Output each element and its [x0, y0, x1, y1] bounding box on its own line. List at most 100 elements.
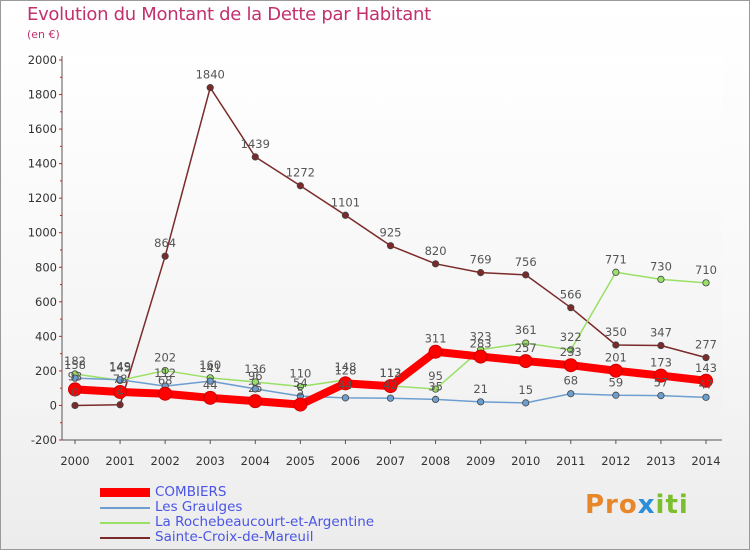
- y-tick-label: 200: [35, 364, 57, 378]
- data-label-les-graulges-2000: 158: [64, 358, 86, 372]
- y-tick-label: 2000: [28, 53, 57, 67]
- data-label-les-graulges-2013: 57: [654, 376, 669, 390]
- point-combiers-2005: [293, 397, 308, 412]
- y-tick-label: -200: [31, 433, 57, 447]
- x-tick-label: 2011: [556, 454, 585, 468]
- x-tick-label: 2000: [60, 454, 89, 468]
- y-tick-label: 800: [35, 260, 57, 274]
- x-tick-label: 2002: [151, 454, 180, 468]
- point-combiers-2003: [203, 390, 218, 405]
- legend: COMBIERS Les Graulges La Rochebeaucourt-…: [100, 485, 374, 545]
- point-la-rochebeaucourt-et-argentine-2004: [251, 378, 259, 386]
- point-sainte-croix-de-mareuil-2007: [386, 242, 395, 250]
- data-label-combiers-2001: 78: [113, 372, 128, 386]
- point-combiers-2012: [608, 363, 623, 378]
- point-les-graulges-2009: [477, 398, 485, 406]
- data-label-les-graulges-2004: 96: [248, 369, 263, 383]
- logo-part-3: iti: [655, 490, 689, 520]
- data-label-sainte-croix-de-mareuil-2014: 277: [695, 338, 717, 352]
- point-sainte-croix-de-mareuil-2002: [161, 252, 169, 260]
- point-les-graulges-2001: [116, 376, 124, 384]
- data-label-sainte-croix-de-mareuil-2006: 1101: [331, 195, 360, 209]
- point-sainte-croix-de-mareuil-2010: [522, 271, 530, 279]
- data-label-sainte-croix-de-mareuil-2011: 566: [560, 288, 582, 302]
- legend-item-combiers: COMBIERS: [100, 485, 374, 500]
- data-label-la-rochebeaucourt-et-argentine-2005: 110: [289, 366, 311, 380]
- data-label-combiers-2012: 201: [605, 351, 627, 365]
- x-tick-label: 2001: [105, 454, 134, 468]
- data-label-sainte-croix-de-mareuil-2001: 4: [116, 385, 123, 399]
- data-label-la-rochebeaucourt-et-argentine-2011: 322: [560, 330, 582, 344]
- data-label-la-rochebeaucourt-et-argentine-2013: 730: [650, 259, 672, 273]
- chart-title: Evolution du Montant de la Dette par Hab…: [27, 4, 431, 25]
- point-sainte-croix-de-mareuil-2011: [567, 304, 575, 312]
- legend-swatch-sainte-croix: [100, 536, 150, 539]
- data-label-les-graulges-2009: 21: [473, 382, 488, 396]
- data-label-la-rochebeaucourt-et-argentine-2003: 160: [199, 358, 221, 372]
- point-combiers-2011: [563, 358, 578, 373]
- x-tick-label: 2010: [511, 454, 540, 468]
- point-la-rochebeaucourt-et-argentine-2008: [431, 385, 440, 393]
- data-label-sainte-croix-de-mareuil-2002: 864: [154, 236, 176, 250]
- point-la-rochebeaucourt-et-argentine-2010: [522, 339, 530, 347]
- data-label-les-graulges-2005: 54: [293, 376, 308, 390]
- y-tick-label: 1800: [28, 88, 57, 102]
- point-sainte-croix-de-mareuil-2005: [296, 182, 304, 190]
- point-sainte-croix-de-mareuil-2013: [657, 341, 665, 350]
- data-label-combiers-2004: 25: [248, 381, 263, 395]
- point-combiers-2000: [68, 382, 82, 397]
- data-label-la-rochebeaucourt-et-argentine-2002: 202: [154, 351, 176, 365]
- point-les-graulges-2014: [702, 393, 710, 401]
- data-label-les-graulges-2001: 149: [109, 360, 131, 374]
- point-la-rochebeaucourt-et-argentine-2005: [296, 382, 304, 391]
- point-sainte-croix-de-mareuil-2012: [612, 341, 620, 349]
- x-tick-label: 2005: [286, 454, 315, 468]
- x-tick-label: 2007: [376, 454, 405, 468]
- data-label-sainte-croix-de-mareuil-2008: 820: [425, 244, 447, 258]
- point-combiers-2010: [518, 354, 533, 369]
- point-les-graulges-2010: [522, 399, 530, 407]
- point-combiers-2007: [383, 379, 398, 394]
- data-label-la-rochebeaucourt-et-argentine-2010: 361: [515, 323, 537, 337]
- point-les-graulges-2008: [431, 395, 440, 404]
- data-label-sainte-croix-de-mareuil-2007: 925: [380, 226, 402, 240]
- point-la-rochebeaucourt-et-argentine-2013: [657, 275, 665, 283]
- data-label-combiers-2010: 257: [515, 341, 537, 355]
- y-tick-label: 1400: [28, 157, 57, 171]
- data-label-les-graulges-2006: 44: [338, 378, 353, 392]
- legend-label-sainte-croix: Sainte-Croix-de-Mareuil: [155, 529, 314, 545]
- legend-label-les-graulges: Les Graulges: [155, 499, 243, 515]
- legend-item-sainte-croix: Sainte-Croix-de-Mareuil: [100, 530, 374, 545]
- data-label-combiers-2003: 44: [203, 378, 218, 392]
- point-sainte-croix-de-mareuil-2008: [431, 260, 440, 268]
- data-label-sainte-croix-de-mareuil-2004: 1439: [241, 137, 270, 151]
- data-label-les-graulges-2007: 42: [383, 378, 398, 392]
- data-label-sainte-croix-de-mareuil-2000: 0: [71, 385, 78, 399]
- data-label-la-rochebeaucourt-et-argentine-2008: 95: [428, 369, 443, 383]
- data-label-combiers-2008: 311: [425, 332, 447, 346]
- data-label-sainte-croix-de-mareuil-2012: 350: [605, 325, 627, 339]
- logo-part-2: x: [637, 490, 656, 520]
- x-tick-label: 2003: [196, 454, 225, 468]
- x-tick-label: 2004: [241, 454, 270, 468]
- x-tick-label: 2013: [646, 454, 675, 468]
- logo-part-1: Pro: [585, 490, 638, 520]
- point-la-rochebeaucourt-et-argentine-2002: [161, 366, 169, 375]
- data-label-la-rochebeaucourt-et-argentine-2014: 710: [695, 263, 717, 277]
- point-les-graulges-2007: [386, 394, 395, 402]
- point-combiers-2006: [338, 376, 353, 391]
- point-les-graulges-2006: [341, 394, 350, 402]
- y-tick-label: 1600: [28, 122, 57, 136]
- point-combiers-2008: [428, 344, 443, 359]
- x-tick-label: 2009: [466, 454, 495, 468]
- legend-swatch-la-rochebeaucourt: [100, 521, 150, 524]
- data-label-combiers-2009: 283: [470, 337, 492, 351]
- point-les-graulges-2012: [612, 391, 620, 399]
- point-les-graulges-2000: [71, 374, 79, 382]
- data-label-sainte-croix-de-mareuil-2003: 1840: [196, 68, 225, 82]
- point-les-graulges-2003: [206, 377, 214, 385]
- data-label-sainte-croix-de-mareuil-2010: 756: [515, 255, 537, 269]
- data-label-les-graulges-2011: 68: [563, 374, 578, 388]
- data-label-les-graulges-2002: 112: [154, 366, 176, 380]
- data-label-combiers-2005: 5: [297, 385, 304, 399]
